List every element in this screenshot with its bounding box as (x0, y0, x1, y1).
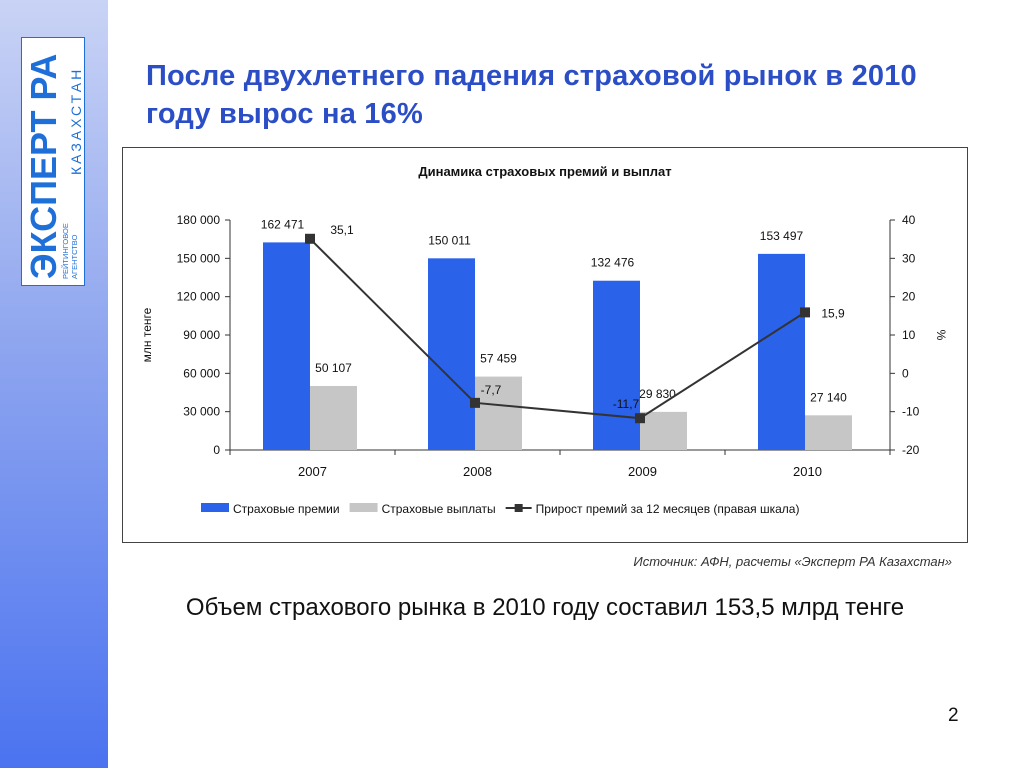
left-axis-tick-label: 180 000 (177, 213, 221, 227)
bar-premiums-label: 150 011 (428, 233, 471, 247)
bar-premiums (593, 280, 640, 450)
growth-line (309, 238, 806, 420)
growth-point-label: -7,7 (481, 383, 502, 397)
bar-payouts-label: 50 107 (315, 361, 352, 375)
legend-label: Прирост премий за 12 месяцев (правая шка… (536, 502, 800, 516)
growth-point-label: 35,1 (330, 223, 354, 237)
chart-title: Динамика страховых премий и выплат (418, 164, 671, 179)
logo-subtitle-line1: РЕЙТИНГОВОЕ (61, 223, 70, 279)
left-axis-title: млн тенге (140, 307, 154, 362)
x-axis-tick-label: 2008 (463, 464, 492, 479)
bar-premiums-label: 153 497 (760, 229, 804, 243)
right-axis-tick-label: 10 (902, 328, 916, 342)
x-axis-tick-label: 2009 (628, 464, 657, 479)
left-axis-tick-label: 150 000 (177, 251, 221, 265)
bar-payouts (640, 411, 687, 450)
bar-payouts (310, 385, 357, 450)
right-axis-tick-label: 0 (902, 366, 909, 380)
summary-text: Объем страхового рынка в 2010 году соста… (185, 594, 905, 621)
agency-logo: ЭКСПЕРТ РА КАЗАХСТАН РЕЙТИНГОВОЕ АГЕНТСТ… (21, 37, 85, 286)
left-axis-tick-label: 120 000 (177, 290, 221, 304)
source-note: Источник: АФН, расчеты «Эксперт РА Казах… (633, 554, 952, 569)
growth-point-label: 15,9 (821, 306, 845, 320)
right-axis-tick-label: 20 (902, 290, 916, 304)
slide-title: После двухлетнего падения страховой рыно… (146, 60, 917, 130)
bar-premiums (428, 258, 475, 450)
bar-premiums (758, 253, 805, 450)
right-axis-title: % (934, 330, 948, 341)
growth-point-label: -11,7 (613, 397, 640, 411)
bar-payouts (475, 376, 522, 450)
left-axis-tick-label: 30 000 (183, 405, 220, 419)
right-axis-tick-label: -20 (902, 443, 920, 457)
chart-canvas: Динамика страховых премий и выплат 0 30 0… (140, 164, 948, 516)
legend-swatch-marker (514, 504, 523, 512)
logo-country-text: КАЗАХСТАН (68, 67, 84, 175)
bar-payouts (805, 415, 852, 450)
right-axis-tick-label: 40 (902, 213, 916, 227)
x-axis-tick-label: 2010 (793, 464, 822, 479)
right-axis-tick-label: -10 (902, 405, 920, 419)
growth-point (635, 413, 645, 424)
legend-label: Страховые выплаты (382, 502, 496, 516)
logo-main-text: ЭКСПЕРТ РА (23, 54, 64, 279)
bar-payouts-label: 29 830 (639, 387, 676, 401)
growth-point (470, 397, 480, 408)
right-axis-tick-label: 30 (902, 251, 916, 265)
growth-point (800, 307, 810, 318)
left-axis-tick-label: 60 000 (183, 366, 220, 380)
logo-graphic: ЭКСПЕРТ РА КАЗАХСТАН РЕЙТИНГОВОЕ АГЕНТСТ… (23, 54, 84, 279)
bar-payouts-label: 57 459 (480, 352, 517, 366)
legend-swatch (201, 503, 229, 512)
bar-premiums-label: 162 471 (261, 217, 305, 231)
left-axis-tick-label: 90 000 (183, 328, 220, 342)
logo-subtitle-line2: АГЕНТСТВО (70, 234, 79, 279)
legend-swatch (349, 503, 378, 512)
chart-frame: Динамика страховых премий и выплат 0 30 0… (122, 147, 968, 543)
bar-premiums (263, 242, 310, 450)
growth-point (305, 233, 315, 244)
x-axis-tick-label: 2007 (298, 464, 327, 479)
bar-payouts-label: 27 140 (810, 390, 847, 404)
bar-premiums-label: 132 476 (591, 256, 635, 270)
page-number: 2 (948, 705, 959, 726)
left-axis-tick-label: 0 (213, 443, 220, 457)
legend-label: Страховые премии (233, 502, 340, 516)
